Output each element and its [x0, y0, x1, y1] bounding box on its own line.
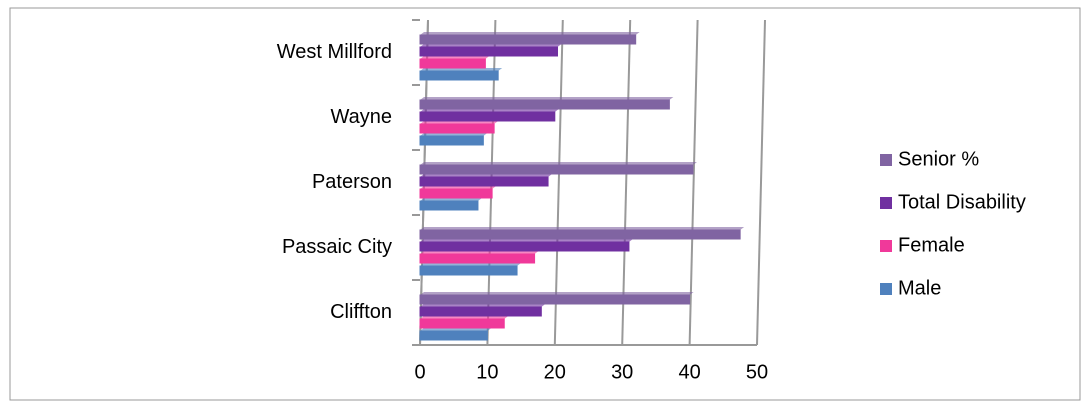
- bar-top: [420, 174, 553, 177]
- bar: [419, 200, 479, 211]
- bar-top: [420, 328, 492, 331]
- x-tick-label: 30: [611, 361, 633, 383]
- bar: [419, 123, 495, 134]
- bar: [419, 164, 694, 175]
- bar-top: [420, 133, 488, 136]
- grid-line: [756, 19, 766, 346]
- legend-label: Senior %: [898, 148, 979, 170]
- bar-top: [420, 121, 499, 124]
- bar-top: [420, 44, 562, 47]
- legend-label: Total Disability: [898, 191, 1026, 213]
- y-tick-label: Paterson: [312, 171, 392, 193]
- bar: [419, 265, 518, 276]
- bar-top: [420, 304, 546, 307]
- x-tick-label: 50: [746, 361, 768, 383]
- bar: [419, 318, 505, 329]
- bar: [419, 135, 484, 146]
- bar: [419, 70, 499, 81]
- grid-line: [621, 19, 632, 346]
- bar-top: [420, 56, 490, 59]
- bar-top: [420, 263, 522, 266]
- x-tick-label: 0: [414, 361, 425, 383]
- x-tick-label: 40: [678, 361, 700, 383]
- bar-top: [420, 109, 559, 112]
- y-tick-label: Wayne: [330, 106, 392, 128]
- x-tick-label: 20: [544, 361, 566, 383]
- bar-top: [420, 239, 633, 242]
- chart-frame: [9, 7, 1081, 401]
- grid-line: [688, 19, 699, 346]
- bar: [419, 58, 486, 69]
- bar-top: [420, 316, 509, 319]
- y-tick-label: West Millford: [277, 41, 392, 63]
- bar-top: [420, 162, 697, 165]
- legend-swatch: [880, 197, 892, 209]
- y-tick-label: Cliffton: [330, 301, 392, 323]
- bar: [419, 46, 558, 57]
- legend-label: Male: [898, 277, 941, 299]
- bar: [419, 176, 549, 187]
- bar: [419, 241, 630, 252]
- bar: [419, 306, 542, 317]
- grid-line: [553, 19, 564, 346]
- bar-top: [420, 251, 539, 254]
- bar: [419, 34, 637, 45]
- legend-swatch: [880, 154, 892, 166]
- bar: [419, 111, 556, 122]
- legend-swatch: [880, 283, 892, 295]
- bar: [419, 294, 691, 305]
- x-tick-label: 10: [476, 361, 498, 383]
- bar-top: [420, 68, 503, 71]
- bar-top: [420, 292, 694, 295]
- bar-top: [420, 186, 497, 189]
- bar: [419, 188, 493, 199]
- bar-top: [420, 97, 674, 100]
- bar: [419, 253, 536, 264]
- bar: [419, 229, 741, 240]
- bar-top: [420, 32, 640, 35]
- y-tick-label: Passaic City: [282, 236, 392, 258]
- legend-label: Female: [898, 234, 965, 256]
- bar-top: [420, 198, 482, 201]
- bar-top: [420, 227, 745, 230]
- bar: [419, 99, 670, 110]
- legend-swatch: [880, 240, 892, 252]
- bar: [419, 330, 488, 341]
